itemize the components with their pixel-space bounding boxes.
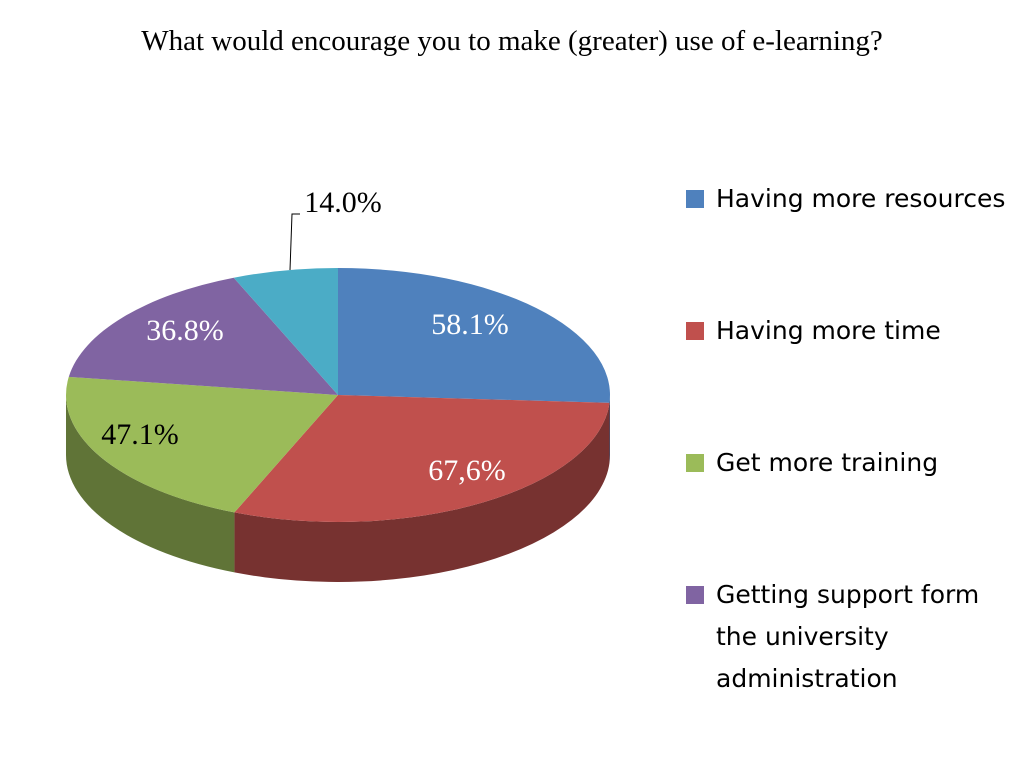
- data-labels: 58.1% 67,6% 47.1% 36.8% 14.0%: [101, 186, 509, 487]
- slice: [338, 268, 610, 403]
- slice-side: [66, 395, 235, 573]
- legend-swatch: [686, 322, 704, 340]
- slice-side: [609, 395, 610, 463]
- legend-item: Get more training: [686, 442, 1022, 484]
- slice: [234, 395, 610, 522]
- slice: [66, 376, 338, 513]
- slice: [233, 268, 338, 395]
- legend-swatch: [686, 190, 704, 208]
- data-label: 36.8%: [146, 314, 224, 347]
- chart-title: What would encourage you to make (greate…: [141, 25, 883, 57]
- data-label: 47.1%: [101, 418, 179, 451]
- legend-label: Getting support form the university admi…: [716, 580, 980, 693]
- data-label: 67,6%: [428, 454, 506, 487]
- slice: [68, 277, 338, 395]
- legend-swatch: [686, 454, 704, 472]
- pie-tops: [66, 268, 610, 522]
- legend-label: Having more time: [716, 316, 941, 345]
- leader-line: [289, 213, 300, 271]
- legend-label: Get more training: [716, 448, 939, 477]
- data-label: 14.0%: [304, 186, 382, 219]
- slice-side: [234, 402, 610, 582]
- legend-item: Getting support form the university admi…: [686, 574, 1022, 700]
- legend-label: Having more resources: [716, 184, 1006, 213]
- legend-item: Having more resources: [686, 178, 1022, 220]
- legend-item: Having more time: [686, 310, 1022, 352]
- legend-swatch: [686, 586, 704, 604]
- pie-sides: [66, 395, 610, 582]
- data-label: 58.1%: [431, 308, 509, 341]
